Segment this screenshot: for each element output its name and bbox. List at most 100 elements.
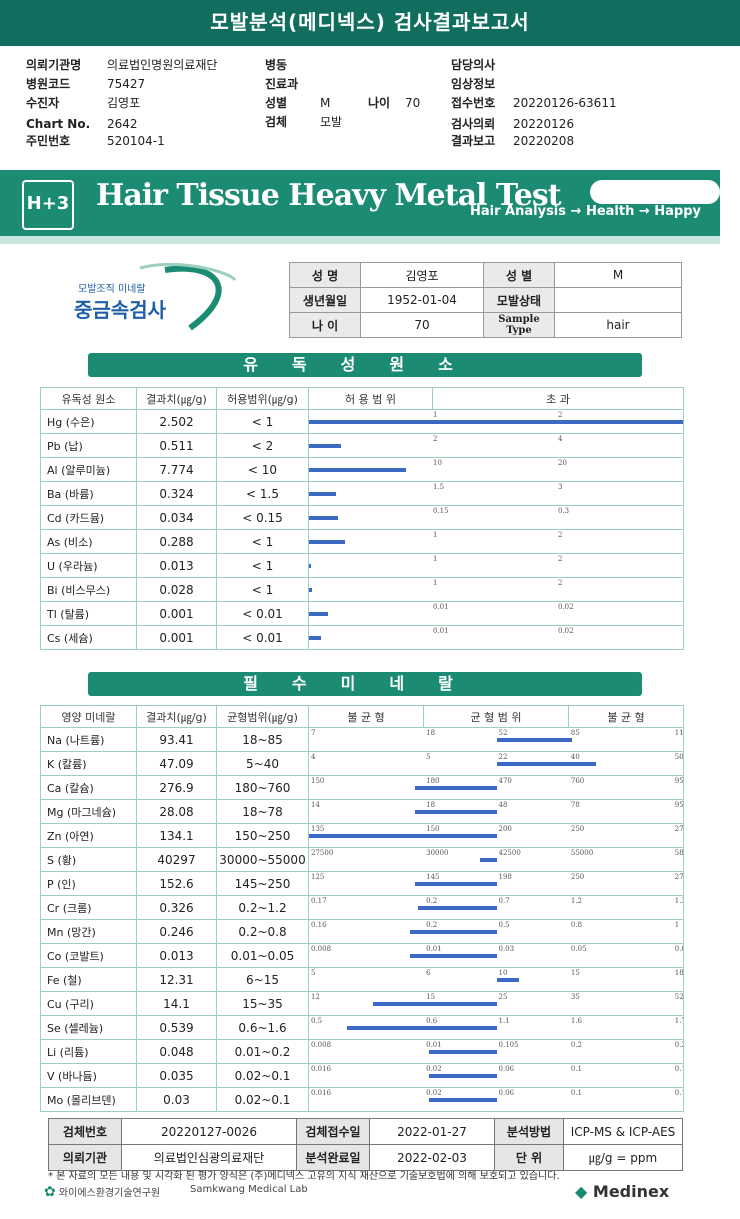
- table-row: Fe (철) 12.31 6~15 5 6 10 15 18: [40, 967, 684, 992]
- level-bar-cell: 7 18 52 85 110: [308, 727, 684, 752]
- tick-label: 200: [498, 825, 512, 833]
- mineral-name: Ca (칼슘): [40, 775, 137, 800]
- mineral-name: K (칼륨): [40, 751, 137, 776]
- tick-label: 5: [311, 969, 316, 977]
- tick-label: 52: [498, 729, 508, 737]
- allowed-range: < 1: [216, 409, 309, 434]
- tick-label: 0.01: [433, 603, 449, 611]
- mineral-header-cell: 균 형 범 위: [423, 705, 569, 728]
- result-value: 0.326: [136, 895, 217, 920]
- toxic-section-title: 유독성원소: [88, 353, 642, 377]
- toxic-header-cell: 허용범위(㎍/g): [216, 387, 309, 410]
- mineral-name: Fe (철): [40, 967, 137, 992]
- tick-label: 1: [433, 531, 438, 539]
- level-bar: [309, 588, 313, 592]
- tick-label: 0.01: [426, 945, 442, 953]
- balance-range: 150~250: [216, 823, 309, 848]
- element-name: Bi (비스무스): [40, 577, 137, 602]
- mineral-name: P (인): [40, 871, 137, 896]
- inst-value: 의료법인명원의료재단: [107, 58, 218, 72]
- patient-label: 수진자: [26, 96, 60, 110]
- mineral-header-cell: 결과치(㎍/g): [136, 705, 217, 728]
- allowed-range: < 10: [216, 457, 309, 482]
- tick-label: 270: [674, 873, 684, 881]
- code-value: 75427: [107, 77, 146, 91]
- balance-range: 0.01~0.05: [216, 943, 309, 968]
- level-bar: [309, 540, 345, 544]
- tick-label: 27500: [311, 849, 334, 857]
- level-bar: [496, 978, 519, 982]
- toxic-header-cell: 유독성 원소: [40, 387, 137, 410]
- level-bar-cell: 0.01 0.02: [308, 625, 684, 650]
- mineral-name: V (바나듐): [40, 1063, 137, 1088]
- level-bar-cell: 0.5 0.6 1.1 1.6 1.75: [308, 1015, 684, 1040]
- level-bar: [415, 882, 497, 886]
- tick-label: 52: [674, 993, 684, 1001]
- tick-label: 110: [674, 729, 684, 737]
- tick-label: 0.01: [426, 1041, 442, 1049]
- tick-label: 14: [311, 801, 320, 809]
- table-row: K (칼륨) 47.09 5~40 4 5 22 40 50: [40, 751, 684, 776]
- tick-label: 0.06: [498, 1065, 515, 1073]
- tick-label: 0.6: [426, 1017, 438, 1025]
- level-bar-cell: 0.01 0.02: [308, 601, 684, 626]
- tick-label: 0.105: [498, 1041, 519, 1049]
- level-bar-cell: 10 20: [308, 457, 684, 482]
- h3-badge: H+3: [22, 180, 74, 230]
- hair-value: [554, 287, 682, 313]
- result-value: 0.03: [136, 1087, 217, 1112]
- table-row: Co (코발트) 0.013 0.01~0.05 0.008 0.01 0.03 0.05 0…: [40, 943, 684, 968]
- logo-big-text: 중금속검사: [74, 298, 166, 322]
- specimen-value: 모발: [320, 115, 343, 129]
- tick-label: 1: [674, 921, 680, 929]
- level-bar-cell: 1.5 3: [308, 481, 684, 506]
- balance-range: 145~250: [216, 871, 309, 896]
- tick-label: 1: [433, 579, 438, 587]
- tick-label: 58000: [674, 849, 684, 857]
- age-value: 70: [405, 96, 421, 110]
- toxic-header-cell: 결과치(㎍/g): [136, 387, 217, 410]
- tick-label: 150: [311, 777, 325, 785]
- tick-label: 0.2: [570, 1041, 583, 1049]
- mineral-name: Li (리튬): [40, 1039, 137, 1064]
- level-bar: [372, 1002, 497, 1006]
- tick-label: 0.2: [426, 897, 438, 905]
- element-name: As (비소): [40, 529, 137, 554]
- result-value: 7.774: [136, 457, 217, 482]
- banner-pill: [590, 180, 720, 204]
- requester-label: 의뢰기관: [48, 1144, 122, 1171]
- specimen-no-label: 검체번호: [48, 1118, 122, 1145]
- element-name: Hg (수은): [40, 409, 137, 434]
- level-bar: [309, 834, 497, 838]
- level-bar-cell: 0.008 0.01 0.105 0.2 0.25: [308, 1039, 684, 1064]
- tick-label: 0.8: [570, 921, 583, 929]
- result-value: 40297: [136, 847, 217, 872]
- tick-label: 2: [558, 531, 563, 539]
- tick-label: 760: [570, 777, 585, 785]
- tick-label: 270: [674, 825, 684, 833]
- tick-label: 250: [570, 873, 585, 881]
- tick-label: 0.5: [498, 921, 510, 929]
- sample-value: hair: [554, 312, 682, 338]
- doctor-label: 담당의사: [451, 58, 496, 72]
- element-name: Pb (납): [40, 433, 137, 458]
- medinex-name: Medinex: [592, 1182, 670, 1201]
- tick-label: 180: [426, 777, 440, 785]
- result-value: 28.08: [136, 799, 217, 824]
- result-value: 2.502: [136, 409, 217, 434]
- mineral-name: Co (코발트): [40, 943, 137, 968]
- mineral-header-cell: 영양 미네랄: [40, 705, 137, 728]
- tick-label: 22: [498, 753, 508, 761]
- tick-label: 1.1: [498, 1017, 510, 1025]
- method-value: ICP-MS & ICP-AES: [563, 1118, 683, 1145]
- tick-label: 150: [426, 825, 440, 833]
- result-value: 14.1: [136, 991, 217, 1016]
- tick-label: 7: [311, 729, 316, 737]
